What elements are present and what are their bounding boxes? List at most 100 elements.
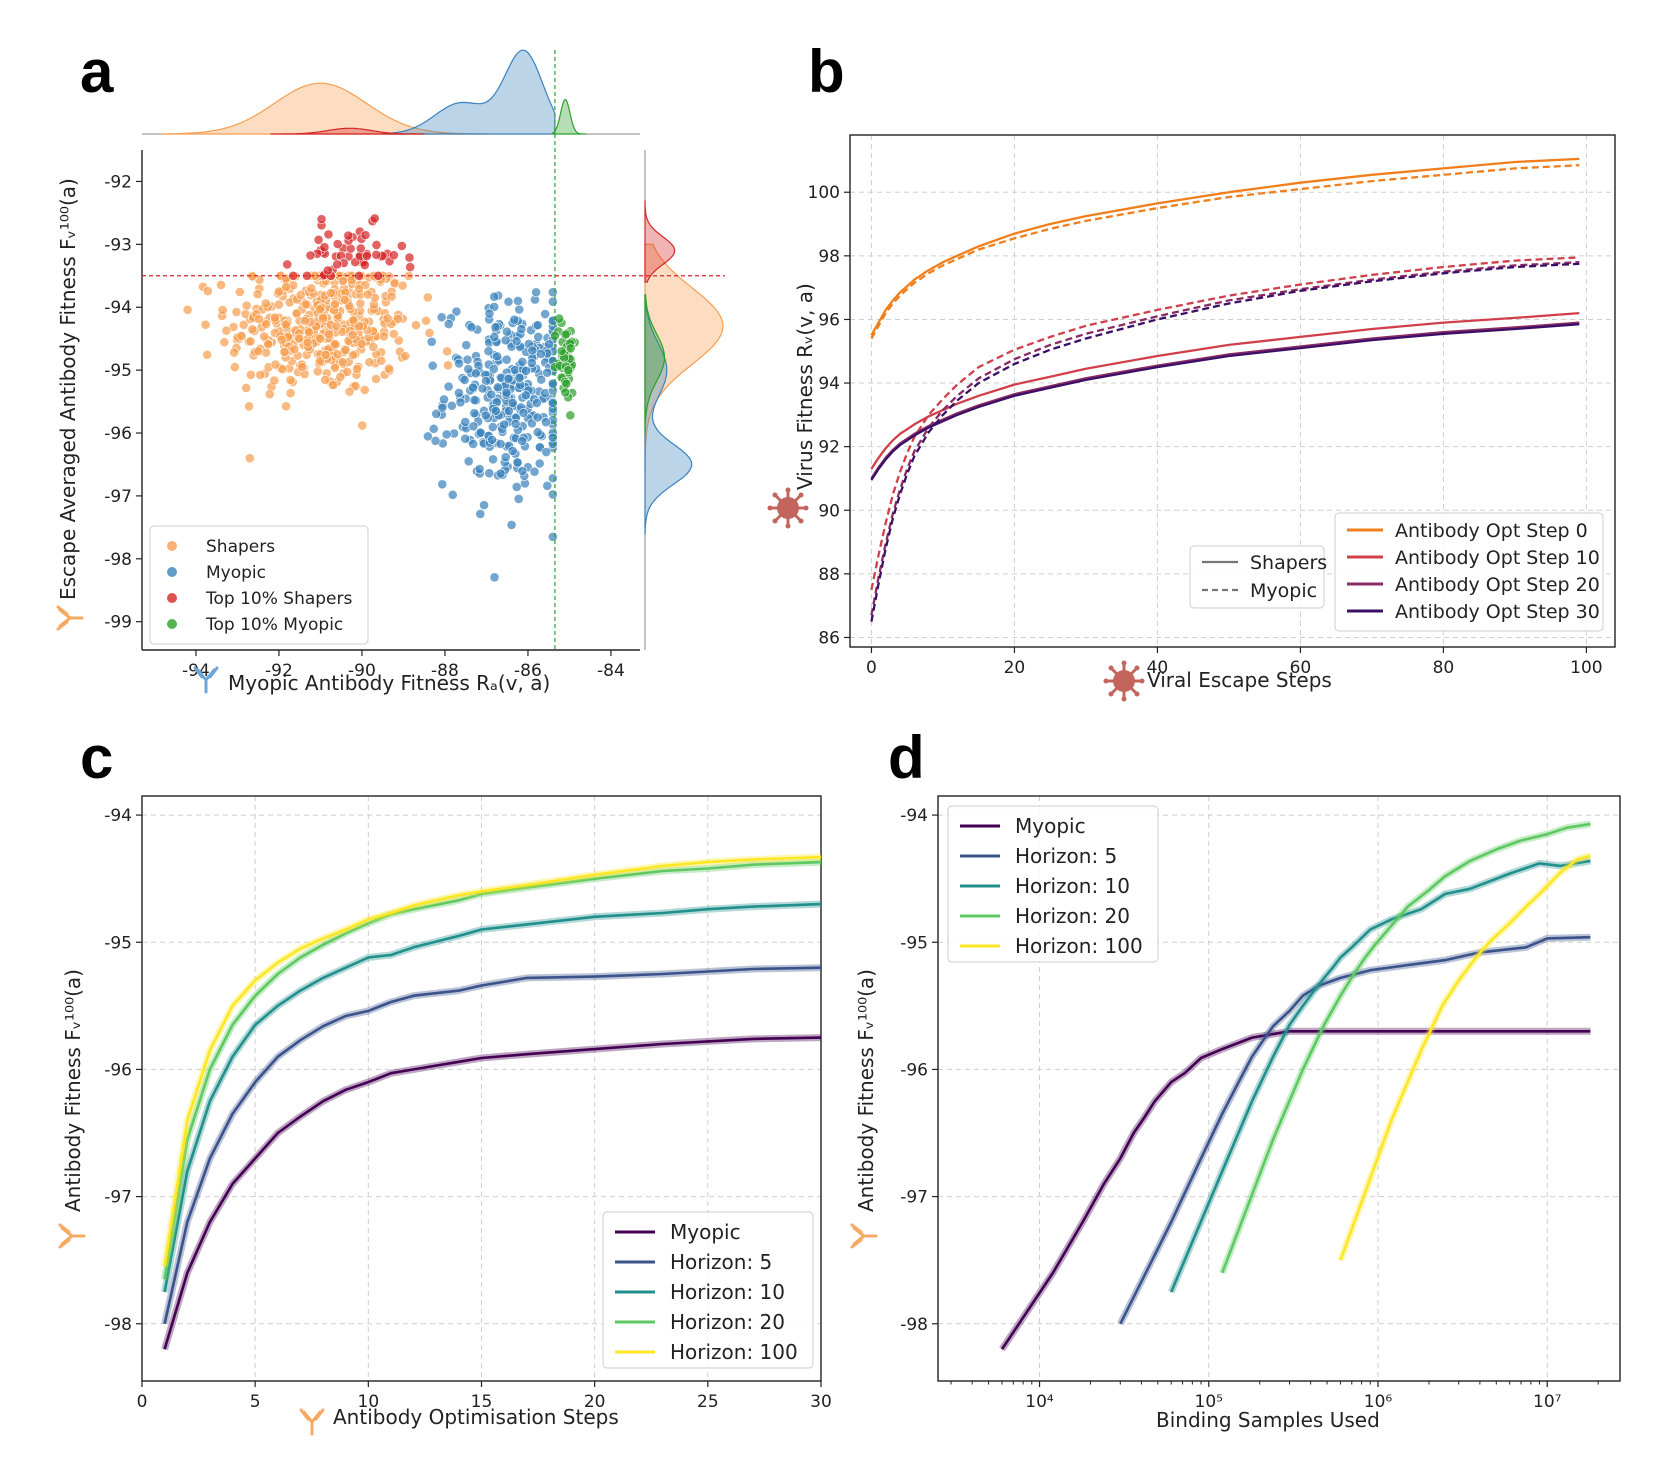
- legend-marker: [167, 619, 177, 629]
- scatter-point: [342, 366, 353, 377]
- panel-d-legend: Myopic Horizon: 5 Horizon: 10 Horizon: 20 Ho…: [947, 805, 1159, 963]
- scatter-point: [514, 304, 525, 315]
- scatter-point: [376, 355, 387, 366]
- scatter-point: [527, 345, 538, 356]
- scatter-point: [499, 419, 509, 430]
- scatter-point: [517, 466, 528, 476]
- x-tick-label: 15: [471, 1392, 493, 1412]
- x-tick-label: 40: [1147, 658, 1169, 678]
- scatter-point: [354, 321, 365, 332]
- series-band: [1117, 933, 1591, 1326]
- scatter-point: [312, 366, 323, 377]
- scatter-point: [430, 435, 441, 446]
- scatter-point: [238, 319, 249, 330]
- scatter-point: [501, 387, 512, 398]
- scatter-point: [348, 315, 359, 326]
- legend-label: Horizon: 20: [1015, 904, 1130, 928]
- scatter-point: [492, 382, 503, 393]
- density-curve: [161, 82, 487, 135]
- scatter-point: [388, 250, 399, 261]
- scatter-point: [547, 432, 558, 443]
- scatter-point: [488, 364, 499, 374]
- scatter-point: [544, 339, 554, 350]
- scatter-point: [527, 418, 537, 429]
- y-tick-label: -93: [104, 235, 132, 255]
- y-tick-label: 88: [818, 565, 840, 585]
- scatter-point: [469, 395, 480, 405]
- scatter-point: [274, 286, 284, 297]
- panel-b-lines: [870, 157, 1580, 622]
- scatter-point: [560, 387, 571, 398]
- scatter-point: [463, 364, 474, 374]
- virus-icon: [1102, 659, 1146, 703]
- scatter-point: [359, 385, 370, 395]
- x-tick-label: 20: [1004, 658, 1026, 678]
- series-line: [870, 311, 1580, 470]
- scatter-point: [462, 354, 473, 365]
- scatter-point: [200, 319, 211, 330]
- panel-d-axes: 10⁴ 10⁵ 10⁶ 10⁷ -94 -95 -96 -97 -98: [900, 795, 1621, 1412]
- scatter-point: [323, 229, 334, 240]
- x-tick-label: 10⁶: [1364, 1392, 1393, 1412]
- legend-frame: [149, 525, 369, 645]
- series-line: [870, 157, 1580, 336]
- x-tick-label: 25: [697, 1392, 719, 1412]
- legend-label: Horizon: 100: [1015, 934, 1143, 958]
- scatter-point: [219, 337, 230, 348]
- scatter-point: [536, 374, 547, 385]
- y-tick-label: -95: [104, 933, 132, 953]
- scatter-point: [489, 302, 500, 312]
- y-tick-label: -95: [900, 933, 928, 953]
- scatter-point: [277, 364, 288, 375]
- scatter-point: [338, 275, 348, 286]
- scatter-point: [503, 406, 514, 416]
- legend-label: Antibody Opt Step 0: [1395, 520, 1588, 542]
- panel-c-axes: 0 5 10 15 20 25 30 -94 -95 -96 -97 -98: [104, 795, 832, 1412]
- scatter-point: [561, 378, 572, 389]
- scatter-point: [437, 402, 448, 413]
- scatter-point: [217, 305, 228, 315]
- y-tick-label: 98: [818, 247, 840, 267]
- scatter-point: [459, 375, 470, 385]
- legend-frame: [602, 1211, 814, 1369]
- legend-label: Myopic: [1250, 580, 1317, 602]
- y-tick-label: 92: [818, 438, 840, 458]
- scatter-point: [332, 239, 343, 249]
- scatter-point: [362, 289, 373, 300]
- scatter-point: [513, 295, 523, 306]
- scatter-point: [489, 291, 500, 302]
- scatter-point: [319, 242, 330, 253]
- scatter-point: [282, 259, 293, 270]
- series-line: [1170, 859, 1591, 1293]
- panel-label-c: c: [80, 724, 113, 791]
- scatter-point: [383, 363, 394, 374]
- scatter-point: [371, 240, 382, 250]
- scatter-point: [276, 334, 287, 345]
- scatter-point: [313, 234, 324, 245]
- panel-c-lines: [161, 853, 822, 1351]
- scatter-point: [294, 333, 304, 344]
- y-tick-label: -97: [900, 1188, 928, 1208]
- scatter-point: [437, 479, 448, 490]
- scatter-point: [469, 408, 480, 419]
- panel-label-d: d: [888, 724, 925, 791]
- scatter-point: [507, 446, 518, 456]
- scatter-point: [350, 381, 361, 391]
- scatter-point: [560, 329, 571, 340]
- scatter-point: [247, 271, 258, 282]
- scatter-point: [531, 398, 542, 408]
- density-curve: [644, 293, 693, 535]
- scatter-point: [487, 422, 498, 432]
- scatter-point: [352, 363, 362, 374]
- legend-label: Horizon: 10: [670, 1280, 785, 1304]
- y-tick-label: -96: [900, 1060, 928, 1080]
- scatter-point: [368, 342, 379, 352]
- scatter-point: [547, 531, 558, 542]
- scatter-point: [547, 378, 558, 389]
- scatter-point: [331, 321, 342, 332]
- scatter-point: [500, 452, 511, 463]
- scatter-point: [517, 356, 528, 367]
- x-tick-label: 20: [584, 1392, 606, 1412]
- scatter-point: [182, 304, 193, 315]
- panel-d-line-chart: 10⁴ 10⁵ 10⁶ 10⁷ -94 -95 -96 -97 -98 Binding Samp…: [850, 795, 1621, 1432]
